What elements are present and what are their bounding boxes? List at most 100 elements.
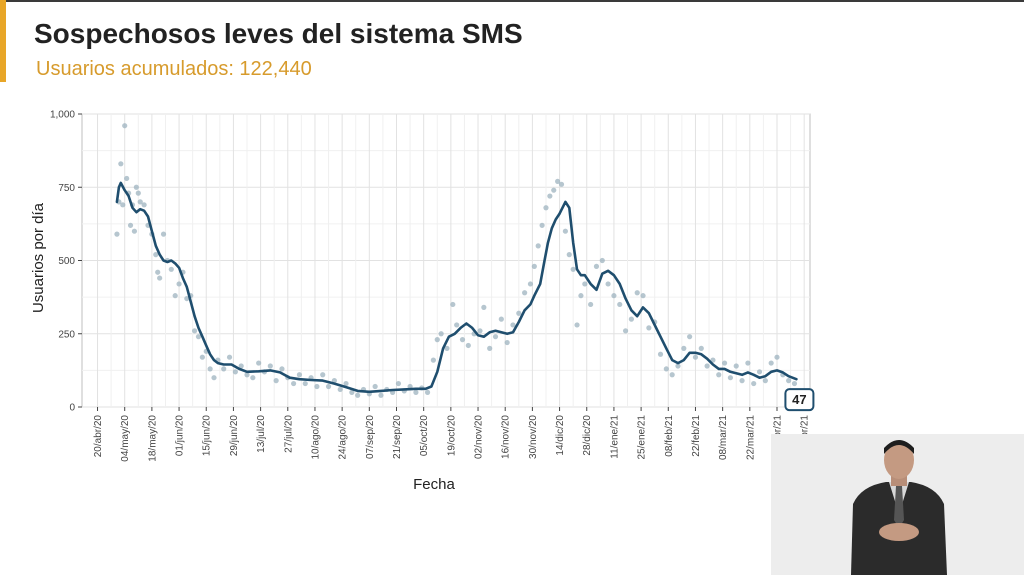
data-point bbox=[551, 187, 557, 193]
data-point bbox=[450, 301, 456, 308]
data-point bbox=[547, 193, 553, 199]
x-tick-label: 10/ago/20 bbox=[310, 415, 321, 460]
data-point bbox=[434, 337, 440, 343]
data-point bbox=[657, 351, 664, 357]
data-point bbox=[698, 345, 704, 351]
data-point bbox=[593, 263, 600, 269]
x-tick-label: 19/oct/20 bbox=[446, 415, 457, 457]
data-point bbox=[786, 378, 792, 384]
data-point bbox=[582, 281, 588, 287]
data-point bbox=[191, 328, 198, 334]
x-tick-label: 14/dic/20 bbox=[555, 415, 566, 456]
data-point bbox=[133, 184, 139, 190]
y-tick-label: 1,000 bbox=[50, 110, 75, 121]
data-point bbox=[745, 360, 751, 366]
data-point bbox=[692, 354, 699, 360]
data-point bbox=[611, 293, 617, 299]
data-point bbox=[774, 354, 780, 360]
data-point bbox=[721, 360, 728, 366]
data-point bbox=[622, 328, 629, 334]
data-point bbox=[516, 310, 522, 316]
data-point bbox=[232, 369, 238, 375]
x-tick-label: 07/sep/20 bbox=[365, 415, 376, 459]
data-point bbox=[114, 231, 120, 237]
data-point bbox=[131, 228, 138, 234]
data-point bbox=[762, 378, 768, 384]
data-point bbox=[504, 339, 510, 346]
data-point bbox=[184, 295, 190, 302]
data-point bbox=[195, 334, 202, 340]
last-value-badge bbox=[784, 388, 815, 412]
x-tick-label: 02/nov/20 bbox=[474, 415, 485, 459]
data-point bbox=[510, 322, 516, 328]
data-point bbox=[535, 243, 541, 249]
data-point bbox=[669, 372, 675, 378]
data-point bbox=[168, 266, 174, 272]
daily-users-chart: 0 250 500 750 1,000 20/abr/20 04/may/20 18/may/… bbox=[30, 110, 815, 493]
data-point bbox=[343, 380, 349, 387]
data-point bbox=[160, 231, 167, 237]
data-point bbox=[120, 202, 126, 208]
grid-layer bbox=[81, 113, 811, 408]
data-point bbox=[424, 389, 431, 395]
data-point bbox=[522, 290, 528, 296]
data-point bbox=[122, 123, 128, 129]
data-point bbox=[172, 293, 178, 299]
data-point bbox=[487, 345, 493, 351]
data-point bbox=[617, 301, 623, 308]
data-point bbox=[137, 199, 143, 205]
data-point bbox=[221, 366, 227, 372]
data-point bbox=[481, 304, 487, 310]
data-point bbox=[663, 366, 669, 372]
data-point bbox=[291, 380, 297, 387]
y-tick-label: 0 bbox=[69, 403, 75, 414]
data-point bbox=[256, 360, 262, 366]
data-point bbox=[791, 380, 798, 387]
y-axis-label: Usuarios por día bbox=[30, 202, 47, 313]
data-point bbox=[739, 378, 745, 384]
data-point bbox=[226, 354, 233, 360]
x-tick-label: 08/feb/21 bbox=[664, 415, 675, 457]
accent-bar bbox=[0, 0, 6, 82]
x-tick-label: 22/feb/21 bbox=[691, 415, 702, 457]
data-point bbox=[768, 360, 774, 366]
data-point bbox=[250, 375, 256, 381]
data-point bbox=[646, 325, 652, 331]
data-point bbox=[296, 372, 303, 378]
x-tick-label: 13/jul/20 bbox=[256, 415, 267, 453]
x-tick-label: 01/jun/20 bbox=[175, 415, 186, 457]
data-point bbox=[337, 386, 343, 393]
data-point bbox=[141, 202, 147, 208]
x-tick-label: 30/nov/20 bbox=[528, 415, 539, 459]
data-point bbox=[704, 363, 710, 369]
x-tick-label: 25/ene/21 bbox=[637, 415, 648, 460]
x-tick-label: 29/jun/20 bbox=[229, 415, 240, 457]
data-point bbox=[492, 334, 499, 340]
data-point bbox=[127, 222, 134, 228]
data-point bbox=[498, 316, 504, 322]
y-tick-label: 250 bbox=[58, 329, 75, 340]
data-point bbox=[640, 293, 646, 299]
x-tick-label: 22/mar/21 bbox=[745, 415, 756, 460]
data-point bbox=[155, 269, 161, 275]
sign-language-interpreter-video bbox=[771, 434, 1024, 575]
last-value-label: 47 bbox=[792, 392, 806, 407]
top-border-line bbox=[0, 0, 1024, 2]
x-tick-label: 24/ago/20 bbox=[338, 415, 349, 460]
data-point bbox=[628, 316, 634, 322]
x-tick-label: 21/sep/20 bbox=[392, 415, 403, 459]
data-point bbox=[578, 293, 584, 299]
data-point bbox=[570, 266, 576, 272]
data-point bbox=[378, 392, 384, 398]
data-point bbox=[320, 372, 326, 378]
data-point bbox=[733, 363, 739, 369]
data-point bbox=[588, 301, 594, 308]
data-point bbox=[413, 389, 419, 395]
data-point bbox=[238, 363, 244, 369]
axis-layer: 0 250 500 750 1,000 20/abr/20 04/may/20 18/may/… bbox=[50, 110, 815, 462]
data-point bbox=[634, 290, 640, 296]
data-point bbox=[465, 342, 471, 349]
data-point bbox=[687, 334, 693, 340]
data-point bbox=[302, 380, 308, 387]
x-tick-label: 11/ene/21 bbox=[609, 415, 620, 459]
